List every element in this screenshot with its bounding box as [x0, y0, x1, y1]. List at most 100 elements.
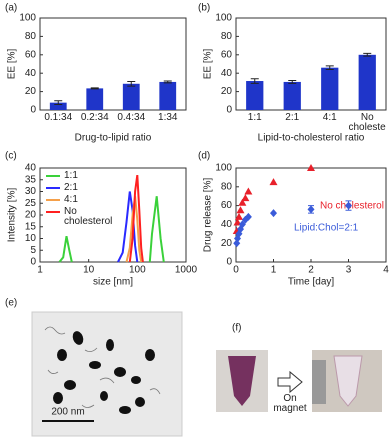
y-tick-label: 30 — [25, 186, 37, 197]
x-tick-label-box: No cholesterol — [348, 113, 387, 133]
marker — [238, 220, 246, 229]
marker — [236, 206, 245, 214]
marker — [235, 212, 243, 220]
x-axis-title: Time [day] — [288, 277, 335, 288]
x-tick-label: 0 — [233, 265, 239, 276]
y-axis-title: Intensity [%] — [7, 188, 18, 243]
x-tick-label: 1:34 — [158, 113, 178, 123]
x-tick-label: 1000 — [175, 265, 198, 276]
error-bar — [54, 100, 63, 105]
bar — [283, 81, 301, 110]
arrow — [277, 370, 303, 394]
marker — [244, 187, 253, 195]
x-axis-title: Drug-to-lipid ratio — [75, 133, 152, 144]
y-tick-label: 40 — [25, 68, 37, 79]
series-line — [128, 174, 144, 263]
bar — [122, 83, 140, 110]
tem-image — [31, 311, 183, 437]
y-tick-label: 80 — [25, 31, 37, 42]
bar — [321, 67, 339, 110]
y-tick-label: 0 — [30, 257, 36, 268]
x-tick-label: 2 — [308, 265, 314, 276]
panel-label: (a) — [5, 3, 17, 14]
marker — [244, 212, 252, 221]
x-tick-label: No cholesterol — [348, 113, 387, 133]
marker — [238, 198, 247, 206]
y-axis-title: EE [%] — [7, 49, 18, 80]
series-line — [117, 191, 139, 263]
x-tick-label: 4:1 — [322, 113, 337, 123]
tube — [333, 355, 363, 407]
legend-label-box: 1:1 — [64, 171, 78, 181]
y-tick-label: 100 — [215, 13, 232, 24]
x-axis-title: Lipid-to-cholesterol ratio — [258, 133, 365, 144]
panel-label: (c) — [5, 151, 17, 162]
y-tick-label: 60 — [221, 200, 233, 211]
y-tick-label: 20 — [221, 86, 233, 97]
y-tick-label: 60 — [25, 49, 37, 60]
y-tick-label: 100 — [19, 13, 36, 24]
x-tick-label: 2:1 — [285, 113, 300, 123]
x-tick-label-box: 4:1 — [322, 113, 337, 123]
y-tick-label: 0 — [226, 105, 232, 116]
y-tick-label: 20 — [221, 238, 233, 249]
marker — [269, 178, 278, 186]
error-bar — [325, 65, 334, 71]
x-tick-label-box: 0.1:34 — [44, 113, 72, 123]
panel-label: (f) — [232, 323, 241, 334]
y-axis-title: EE [%] — [203, 49, 214, 80]
scale-bar — [42, 420, 94, 422]
y-tick-label: 40 — [221, 219, 233, 230]
error-bar — [288, 80, 297, 84]
plot-frame — [235, 17, 387, 111]
arrow-label: On magnet — [273, 394, 307, 414]
bar — [49, 102, 67, 110]
x-tick-label: 0.2:34 — [80, 113, 109, 123]
x-tick-label: 10 — [83, 265, 95, 276]
marker — [241, 194, 250, 202]
x-tick-label-box: 2:1 — [285, 113, 300, 123]
panel-label: (b) — [198, 3, 210, 14]
x-tick-label: 1 — [271, 265, 277, 276]
y-tick-label: 20 — [25, 86, 37, 97]
y-tick-label: 80 — [221, 181, 233, 192]
panel-label: (e) — [5, 298, 17, 309]
y-tick-label: 80 — [221, 31, 233, 42]
y-tick-label: 40 — [221, 68, 233, 79]
x-tick-label: 1 — [37, 265, 43, 276]
legend-label-box: 4:1 — [64, 195, 78, 205]
error-bar — [363, 52, 372, 57]
marker — [307, 205, 315, 214]
arrow-label-box: On magnet — [273, 394, 307, 414]
legend-label-box: 2:1 — [64, 183, 78, 193]
bar — [86, 88, 104, 110]
bar — [159, 81, 177, 110]
x-axis-title: size [nm] — [93, 277, 133, 288]
x-tick-label-box: 1:1 — [248, 113, 262, 123]
series-label: Lipid:Chol=2:1 — [294, 223, 359, 234]
y-tick-label: 20 — [25, 210, 37, 221]
error-bar — [127, 80, 136, 87]
y-tick-label: 100 — [215, 163, 232, 174]
legend-label-box: No cholesterol — [64, 207, 112, 227]
legend-label: 2:1 — [64, 183, 78, 193]
error-bar — [90, 87, 99, 90]
x-tick-label: 4 — [383, 265, 389, 276]
x-tick-label-box: 1:34 — [158, 113, 178, 123]
plot-frame — [39, 17, 187, 111]
y-tick-label: 10 — [25, 233, 37, 244]
marker — [270, 209, 277, 218]
y-tick-label: 0 — [30, 105, 36, 116]
y-tick-label: 35 — [25, 174, 37, 185]
y-axis-title: Drug release [%] — [203, 178, 214, 253]
marker — [307, 164, 315, 171]
y-tick-label: 15 — [25, 221, 37, 232]
x-tick-label: 0.4:34 — [117, 113, 146, 123]
tube — [228, 356, 256, 406]
x-tick-label-box: 0.4:34 — [117, 113, 146, 123]
plot-frame — [235, 167, 387, 263]
x-tick-label: 100 — [129, 265, 146, 276]
bar — [246, 81, 264, 110]
magnet — [312, 360, 326, 404]
